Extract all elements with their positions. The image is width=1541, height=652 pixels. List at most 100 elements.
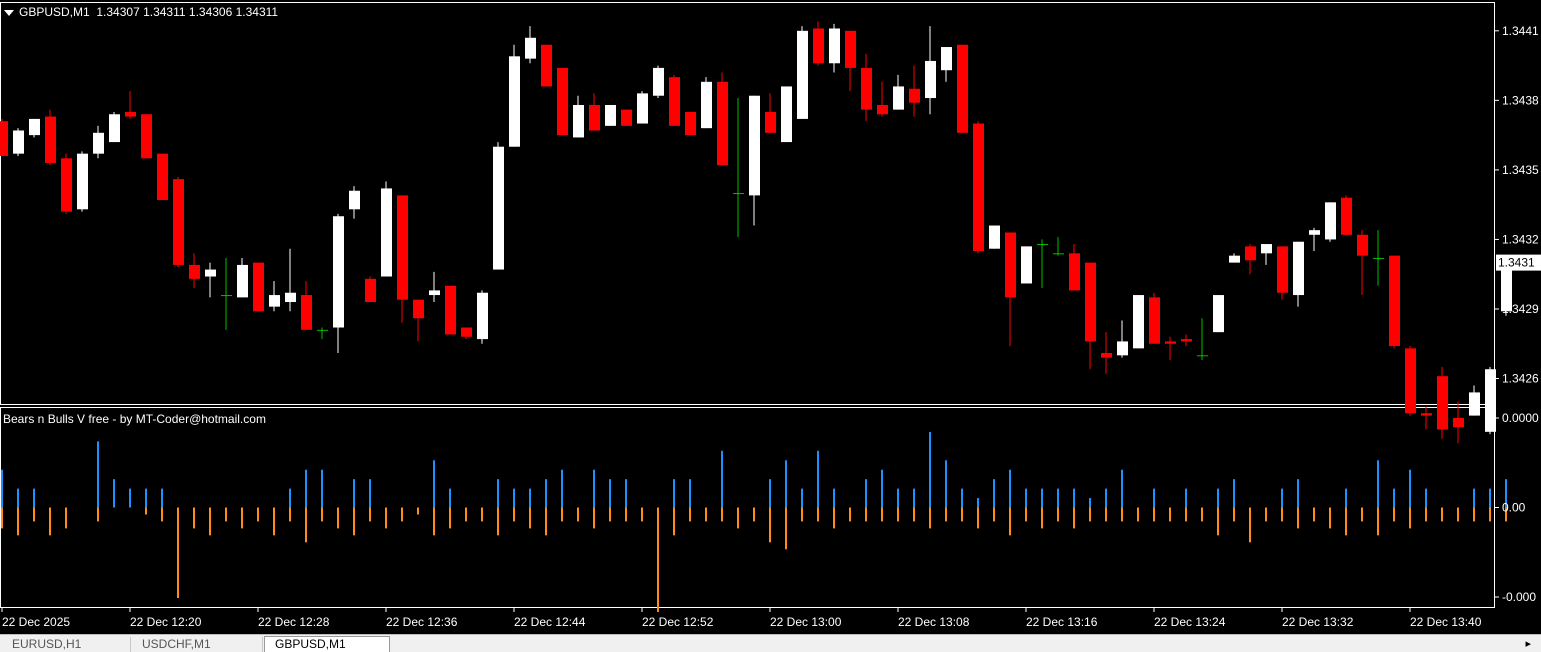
candle-body: [125, 111, 136, 117]
candle-body: [1373, 257, 1384, 259]
time-tick-label: 22 Dec 13:40: [1410, 615, 1482, 629]
candle-body: [493, 146, 504, 270]
chart-tabs: EURUSD,H1 USDCHF,M1 GBPUSD,M1 ▸: [0, 634, 1541, 652]
candle-body: [717, 81, 728, 166]
candle-body: [1341, 197, 1352, 235]
price-tick-label: 1.3426: [1502, 372, 1539, 386]
time-tick-label: 22 Dec 13:24: [1154, 615, 1226, 629]
candle-body: [1085, 262, 1096, 342]
candle-body: [1277, 246, 1288, 293]
candle-body: [477, 292, 488, 340]
candle-body: [1181, 339, 1192, 342]
time-tick-label: 22 Dec 2025: [2, 615, 70, 629]
candle-body: [237, 264, 248, 298]
candle-body: [797, 30, 808, 119]
candle-body: [349, 190, 360, 210]
candle-body: [1389, 255, 1400, 347]
candle-body: [1133, 295, 1144, 349]
candle-body: [205, 269, 216, 277]
candle-body: [557, 67, 568, 136]
candle-body: [685, 111, 696, 136]
candle-body: [1501, 262, 1512, 312]
candle-body: [141, 114, 152, 159]
candle-body: [445, 285, 456, 335]
candle-body: [429, 290, 440, 296]
candle-body: [1197, 355, 1208, 357]
candle-body: [1037, 244, 1048, 246]
tab-gbpusd-m1[interactable]: GBPUSD,M1: [264, 636, 390, 652]
candle-body: [0, 121, 8, 156]
candle-body: [1229, 255, 1240, 263]
time-tick-label: 22 Dec 12:52: [642, 615, 714, 629]
candle-body: [157, 153, 168, 201]
candle-body: [733, 193, 744, 195]
price-tick-label: 1.3435: [1502, 163, 1539, 177]
tab-label: USDCHF,M1: [142, 637, 211, 651]
candle-body: [669, 77, 680, 126]
candle-body: [909, 88, 920, 103]
candle-body: [93, 132, 104, 154]
candle-body: [829, 28, 840, 64]
collapse-triangle-icon[interactable]: [4, 9, 14, 16]
tab-usdchf-m1[interactable]: USDCHF,M1: [132, 637, 263, 652]
candle-body: [1245, 246, 1256, 261]
time-tick-label: 22 Dec 12:44: [514, 615, 586, 629]
current-price-box: [1496, 254, 1541, 271]
candle-body: [509, 56, 520, 147]
candle-body: [173, 179, 184, 265]
candle-body: [1293, 241, 1304, 296]
candle-body: [781, 86, 792, 143]
candle-body: [941, 47, 952, 71]
candle-body: [109, 114, 120, 143]
indicator-frame: [0, 407, 1495, 608]
candle-body: [1117, 341, 1128, 356]
time-tick-label: 22 Dec 13:32: [1282, 615, 1354, 629]
tab-label: GBPUSD,M1: [275, 637, 346, 651]
candle-body: [45, 116, 56, 163]
candle-body: [573, 104, 584, 138]
candle-body: [13, 130, 24, 154]
candle-body: [973, 123, 984, 252]
candle-body: [925, 60, 936, 99]
price-tick-label: 1.3441: [1502, 24, 1539, 38]
candle-body: [397, 195, 408, 300]
candle-body: [1357, 234, 1368, 256]
time-tick-label: 22 Dec 13:08: [898, 615, 970, 629]
candle-body: [61, 158, 72, 212]
candle-body: [461, 327, 472, 337]
tab-scroll-arrow-icon[interactable]: ▸: [1525, 638, 1531, 650]
candle-body: [1005, 232, 1016, 298]
candle-body: [653, 67, 664, 96]
indicator-tick-label: 0.00: [1502, 501, 1526, 515]
candle-body: [317, 329, 328, 331]
candle-body: [1437, 376, 1448, 430]
current-price-label: 1.3431: [1498, 256, 1535, 270]
candle-body: [1213, 295, 1224, 333]
candle-body: [1053, 253, 1064, 255]
candle-body: [1309, 230, 1320, 235]
candle-body: [845, 30, 856, 68]
price-tick-label: 1.3432: [1502, 232, 1539, 246]
candle-body: [1485, 369, 1496, 432]
candle-body: [637, 93, 648, 124]
time-tick-label: 22 Dec 12:20: [130, 615, 202, 629]
symbol-label: GBPUSD,M1: [19, 5, 90, 19]
candle-body: [1405, 348, 1416, 414]
price-tick-label: 1.3429: [1502, 302, 1539, 316]
time-tick-label: 22 Dec 12:28: [258, 615, 330, 629]
candle-body: [813, 28, 824, 64]
candle-body: [525, 37, 536, 59]
tab-eurusd-h1[interactable]: EURUSD,H1: [2, 637, 131, 652]
candle-body: [1469, 392, 1480, 416]
candle-body: [877, 104, 888, 115]
time-tick-label: 22 Dec 12:36: [386, 615, 458, 629]
candle-body: [749, 95, 760, 196]
candle-body: [269, 295, 280, 307]
candle-body: [1261, 244, 1272, 254]
candle-body: [861, 67, 872, 110]
candle-body: [957, 44, 968, 133]
candle-body: [333, 216, 344, 328]
candle-body: [189, 264, 200, 279]
candle-body: [253, 262, 264, 312]
